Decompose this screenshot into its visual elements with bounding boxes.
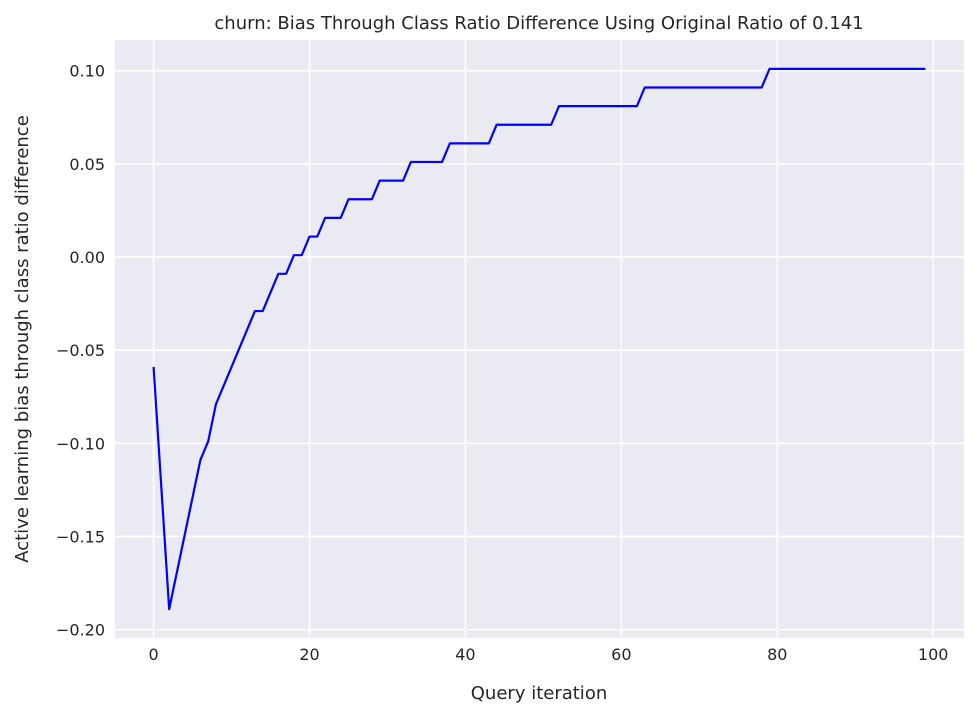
plot-background bbox=[115, 40, 964, 638]
grid-lines bbox=[115, 40, 964, 638]
y-tick-labels: −0.20 −0.15 −0.10 −0.05 0.00 0.05 0.10 bbox=[56, 62, 105, 640]
series-line bbox=[152, 67, 926, 611]
y-axis-label: Active learning bias through class ratio… bbox=[12, 115, 33, 563]
x-tick-label: 0 bbox=[148, 645, 158, 664]
y-tick-label: 0.10 bbox=[69, 62, 105, 81]
x-tick-label: 20 bbox=[299, 645, 319, 664]
y-tick-label: −0.05 bbox=[56, 341, 105, 360]
x-tick-labels: 0 20 40 60 80 100 bbox=[148, 645, 948, 664]
x-tick-label: 80 bbox=[767, 645, 787, 664]
y-tick-label: −0.10 bbox=[56, 434, 105, 453]
series-group bbox=[152, 67, 926, 611]
y-tick-label: 0.05 bbox=[69, 155, 105, 174]
x-axis-label: Query iteration bbox=[471, 683, 607, 704]
y-tick-label: −0.20 bbox=[56, 621, 105, 640]
x-tick-label: 60 bbox=[611, 645, 631, 664]
x-tick-label: 100 bbox=[918, 645, 949, 664]
x-tick-label: 40 bbox=[455, 645, 475, 664]
chart-title: churn: Bias Through Class Ratio Differen… bbox=[214, 13, 863, 34]
y-tick-label: −0.15 bbox=[56, 527, 105, 546]
y-tick-label: 0.00 bbox=[69, 248, 105, 267]
